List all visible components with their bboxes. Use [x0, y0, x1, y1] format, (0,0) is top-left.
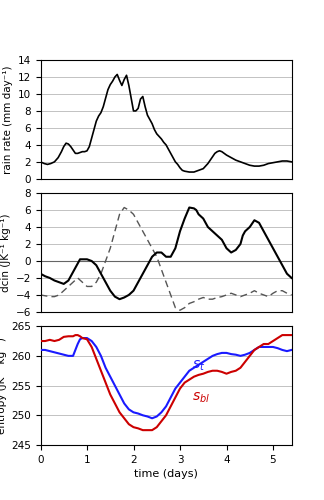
Text: $s_t$: $s_t$	[191, 359, 205, 374]
Text: $s_{bl}$: $s_{bl}$	[191, 390, 210, 405]
Y-axis label: dcin (JK⁻¹ kg⁻¹): dcin (JK⁻¹ kg⁻¹)	[1, 213, 11, 292]
X-axis label: time (days): time (days)	[134, 469, 198, 479]
Y-axis label: rain rate (mm day⁻¹): rain rate (mm day⁻¹)	[3, 65, 13, 174]
Y-axis label: entropy (JK⁻¹ kg⁻¹): entropy (JK⁻¹ kg⁻¹)	[0, 337, 7, 434]
